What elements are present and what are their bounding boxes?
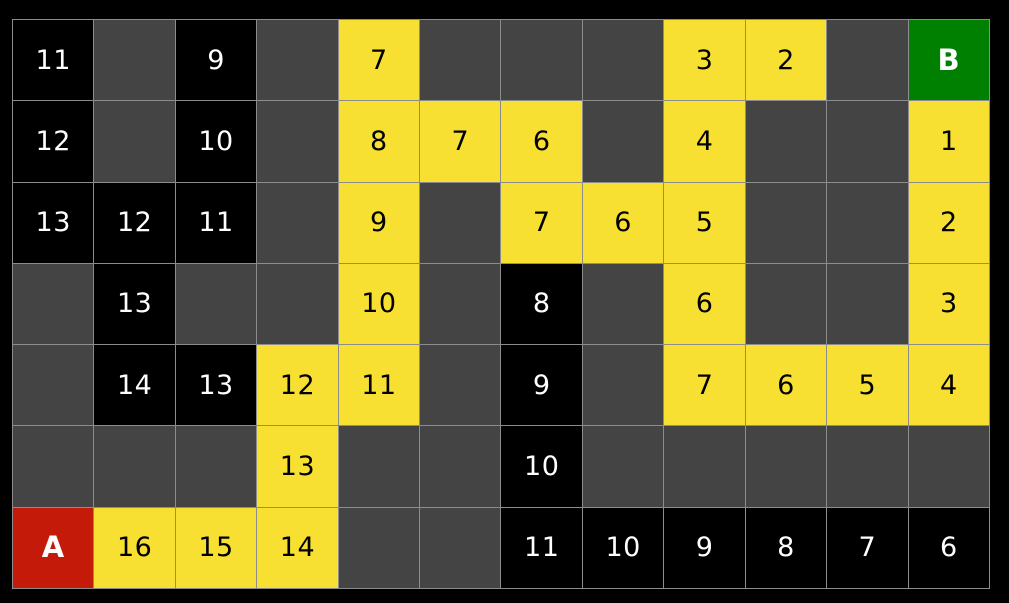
- grid-cell-r7-c5[interactable]: [338, 507, 420, 588]
- grid-cell-r5-c1[interactable]: [13, 345, 94, 426]
- grid-cell-r1-c5[interactable]: 7: [338, 20, 420, 101]
- grid-cell-r7-c11[interactable]: 7: [827, 507, 908, 588]
- grid-cell-r2-c2[interactable]: [94, 101, 175, 182]
- grid-cell-r2-c9[interactable]: 4: [664, 101, 745, 182]
- grid-cell-r6-c12[interactable]: [908, 426, 989, 507]
- grid-cell-r4-c2[interactable]: 13: [94, 263, 175, 345]
- grid-cell-r5-c4[interactable]: 12: [257, 345, 338, 426]
- start-cell-a[interactable]: A: [13, 507, 94, 588]
- grid-cell-r6-c9[interactable]: [664, 426, 745, 507]
- grid-cell-r1-c2[interactable]: [94, 20, 175, 101]
- grid-cell-r3-c3[interactable]: 11: [175, 182, 257, 263]
- grid-cell-r5-c2[interactable]: 14: [94, 345, 175, 426]
- grid-cell-r4-c4[interactable]: [257, 263, 338, 345]
- grid-cell-r5-c10[interactable]: 6: [745, 345, 827, 426]
- grid-cell-r2-c6[interactable]: 7: [420, 101, 501, 182]
- grid-cell-r4-c5[interactable]: 10: [338, 263, 420, 345]
- grid-cell-r6-c5[interactable]: [338, 426, 420, 507]
- grid-cell-r5-c12[interactable]: 4: [908, 345, 989, 426]
- grid-cell-r1-c1[interactable]: 11: [13, 20, 94, 101]
- grid-cell-r3-c8[interactable]: 6: [582, 182, 664, 263]
- grid-cell-r2-c3[interactable]: 10: [175, 101, 257, 182]
- grid-cell-r2-c12[interactable]: 1: [908, 101, 989, 182]
- grid-cell-r2-c7[interactable]: 6: [501, 101, 582, 182]
- grid-cell-r3-c10[interactable]: [745, 182, 827, 263]
- grid-cell-r6-c2[interactable]: [94, 426, 175, 507]
- grid-cell-r7-c12[interactable]: 6: [908, 507, 989, 588]
- grid-cell-r7-c2[interactable]: 16: [94, 507, 175, 588]
- grid-cell-r6-c3[interactable]: [175, 426, 257, 507]
- grid-cell-r6-c6[interactable]: [420, 426, 501, 507]
- grid-cell-r2-c5[interactable]: 8: [338, 101, 420, 182]
- grid-cell-r7-c7[interactable]: 11: [501, 507, 582, 588]
- grid-cell-r1-c3[interactable]: 9: [175, 20, 257, 101]
- grid-cell-r1-c10[interactable]: 2: [745, 20, 827, 101]
- grid-cell-r3-c11[interactable]: [827, 182, 908, 263]
- grid-cell-r3-c5[interactable]: 9: [338, 182, 420, 263]
- grid-cell-r4-c1[interactable]: [13, 263, 94, 345]
- grid-cell-r6-c11[interactable]: [827, 426, 908, 507]
- grid-cell-r6-c10[interactable]: [745, 426, 827, 507]
- grid-cell-r7-c8[interactable]: 10: [582, 507, 664, 588]
- grid-cell-r5-c5[interactable]: 11: [338, 345, 420, 426]
- grid-cell-r4-c8[interactable]: [582, 263, 664, 345]
- grid-cell-r4-c11[interactable]: [827, 263, 908, 345]
- grid-cell-r2-c8[interactable]: [582, 101, 664, 182]
- grid-cell-r7-c4[interactable]: 14: [257, 507, 338, 588]
- grid-cell-r1-c11[interactable]: [827, 20, 908, 101]
- grid-cell-r3-c4[interactable]: [257, 182, 338, 263]
- grid-cell-r4-c7[interactable]: 8: [501, 263, 582, 345]
- grid-cell-r3-c7[interactable]: 7: [501, 182, 582, 263]
- grid-cell-r2-c4[interactable]: [257, 101, 338, 182]
- goal-cell-b[interactable]: B: [908, 20, 989, 101]
- grid-cell-r7-c6[interactable]: [420, 507, 501, 588]
- grid-cell-r7-c3[interactable]: 15: [175, 507, 257, 588]
- grid-cell-r4-c12[interactable]: 3: [908, 263, 989, 345]
- grid-cell-r6-c1[interactable]: [13, 426, 94, 507]
- grid-cell-r4-c9[interactable]: 6: [664, 263, 745, 345]
- grid-cell-r6-c7[interactable]: 10: [501, 426, 582, 507]
- grid-cell-r3-c6[interactable]: [420, 182, 501, 263]
- grid-cell-r2-c11[interactable]: [827, 101, 908, 182]
- grid-cell-r6-c4[interactable]: 13: [257, 426, 338, 507]
- grid-cell-r5-c7[interactable]: 9: [501, 345, 582, 426]
- grid-cell-r3-c1[interactable]: 13: [13, 182, 94, 263]
- grid-cell-r4-c10[interactable]: [745, 263, 827, 345]
- grid-cell-r2-c10[interactable]: [745, 101, 827, 182]
- grid-cell-r1-c4[interactable]: [257, 20, 338, 101]
- grid-cell-r7-c9[interactable]: 9: [664, 507, 745, 588]
- grid-cell-r7-c10[interactable]: 8: [745, 507, 827, 588]
- grid-cell-r1-c9[interactable]: 3: [664, 20, 745, 101]
- grid-cell-r4-c6[interactable]: [420, 263, 501, 345]
- grid-cell-r3-c2[interactable]: 12: [94, 182, 175, 263]
- grid-cell-r1-c6[interactable]: [420, 20, 501, 101]
- grid-cell-r5-c6[interactable]: [420, 345, 501, 426]
- grid-cell-r5-c8[interactable]: [582, 345, 664, 426]
- grid-cell-r1-c7[interactable]: [501, 20, 582, 101]
- grid-board: 11 9 7 3 2 B 12 10 8 7 6 4 1 13 12 11 9 7 6 5 2 13 10 8 6 3 14 13 12…: [12, 19, 990, 589]
- grid-cell-r3-c9[interactable]: 5: [664, 182, 745, 263]
- grid-cell-r5-c11[interactable]: 5: [827, 345, 908, 426]
- grid-cell-r4-c3[interactable]: [175, 263, 257, 345]
- grid-cell-r6-c8[interactable]: [582, 426, 664, 507]
- grid-cell-r2-c1[interactable]: 12: [13, 101, 94, 182]
- grid-cell-r5-c3[interactable]: 13: [175, 345, 257, 426]
- grid-cell-r3-c12[interactable]: 2: [908, 182, 989, 263]
- grid-cell-r5-c9[interactable]: 7: [664, 345, 745, 426]
- grid-cell-r1-c8[interactable]: [582, 20, 664, 101]
